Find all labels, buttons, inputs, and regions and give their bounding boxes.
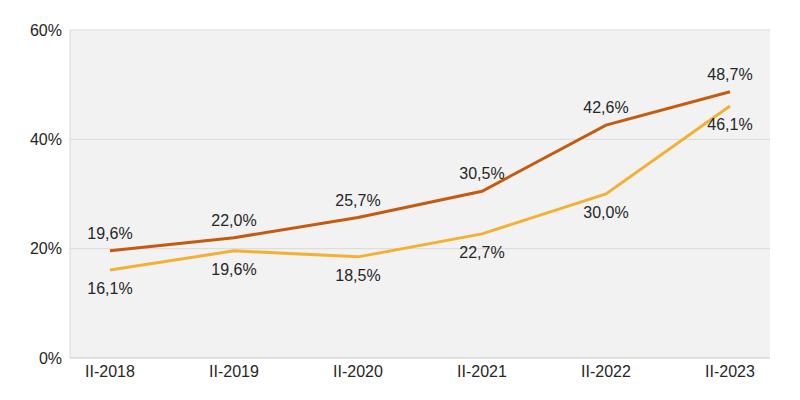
svg-text:19,6%: 19,6%	[87, 225, 132, 242]
svg-text:22,0%: 22,0%	[211, 212, 256, 229]
svg-text:48,7%: 48,7%	[707, 66, 752, 83]
svg-text:II-2019: II-2019	[209, 363, 259, 380]
svg-text:30,5%: 30,5%	[459, 165, 504, 182]
svg-text:II-2020: II-2020	[333, 363, 383, 380]
svg-text:0%: 0%	[39, 350, 62, 367]
svg-text:42,6%: 42,6%	[583, 99, 628, 116]
svg-text:46,1%: 46,1%	[707, 116, 752, 133]
svg-text:30,0%: 30,0%	[583, 204, 628, 221]
svg-text:II-2018: II-2018	[85, 363, 135, 380]
svg-text:25,7%: 25,7%	[335, 192, 380, 209]
svg-text:19,6%: 19,6%	[211, 261, 256, 278]
svg-text:II-2021: II-2021	[457, 363, 507, 380]
svg-text:16,1%: 16,1%	[87, 280, 132, 297]
svg-text:II-2023: II-2023	[705, 363, 755, 380]
svg-text:40%: 40%	[30, 131, 62, 148]
svg-text:18,5%: 18,5%	[335, 267, 380, 284]
svg-text:60%: 60%	[30, 22, 62, 39]
svg-text:20%: 20%	[30, 240, 62, 257]
svg-text:22,7%: 22,7%	[459, 244, 504, 261]
svg-text:II-2022: II-2022	[581, 363, 631, 380]
